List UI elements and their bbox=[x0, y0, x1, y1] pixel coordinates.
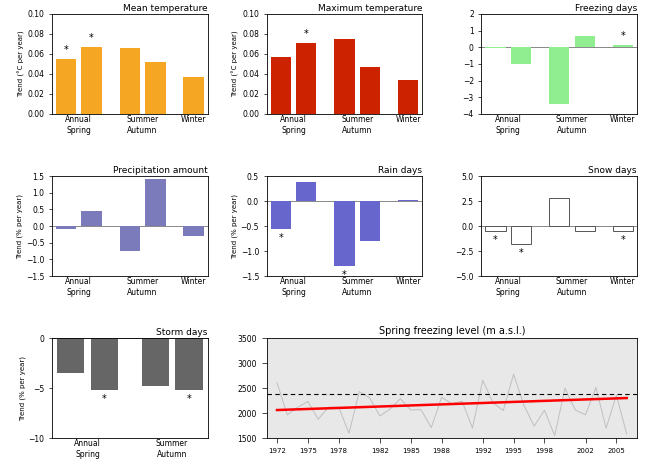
Bar bbox=[145, 179, 166, 226]
Bar bbox=[57, 338, 84, 373]
Bar bbox=[81, 47, 102, 114]
Text: *: * bbox=[342, 270, 347, 280]
Text: Precipitation amount: Precipitation amount bbox=[113, 166, 207, 175]
Bar bbox=[398, 80, 419, 114]
Text: Snow days: Snow days bbox=[588, 166, 637, 175]
Text: Rain days: Rain days bbox=[378, 166, 422, 175]
Text: *: * bbox=[493, 235, 498, 245]
Bar bbox=[270, 57, 291, 114]
Bar bbox=[56, 226, 76, 229]
Bar bbox=[120, 48, 140, 114]
Y-axis label: Trend (°C per year): Trend (°C per year) bbox=[232, 31, 239, 97]
Bar bbox=[334, 201, 355, 266]
Bar bbox=[398, 200, 419, 201]
Text: *: * bbox=[89, 33, 94, 43]
Y-axis label: Trend (% per year): Trend (% per year) bbox=[19, 356, 25, 420]
Text: Mean temperature: Mean temperature bbox=[123, 4, 207, 13]
Bar bbox=[91, 338, 118, 390]
Bar bbox=[511, 226, 531, 244]
Bar bbox=[549, 198, 569, 226]
Bar bbox=[183, 226, 203, 236]
Bar bbox=[549, 48, 569, 104]
Text: *: * bbox=[102, 394, 107, 404]
Bar bbox=[511, 48, 531, 64]
Text: Storm days: Storm days bbox=[156, 328, 207, 337]
Bar bbox=[142, 338, 169, 386]
Bar bbox=[296, 43, 317, 114]
Bar bbox=[575, 226, 595, 231]
Bar bbox=[183, 77, 203, 114]
Text: Freezing days: Freezing days bbox=[575, 4, 637, 13]
Text: *: * bbox=[621, 235, 625, 245]
Text: *: * bbox=[621, 31, 625, 41]
Text: *: * bbox=[64, 45, 68, 55]
Bar bbox=[360, 67, 380, 114]
Bar bbox=[613, 226, 633, 231]
Title: Spring freezing level (m a.s.l.): Spring freezing level (m a.s.l.) bbox=[378, 326, 525, 336]
Bar bbox=[613, 45, 633, 48]
Bar bbox=[575, 36, 595, 48]
Bar bbox=[360, 201, 380, 241]
Text: *: * bbox=[278, 233, 283, 242]
Text: Maximum temperature: Maximum temperature bbox=[318, 4, 422, 13]
Text: *: * bbox=[519, 248, 523, 258]
Text: *: * bbox=[304, 29, 309, 39]
Bar bbox=[296, 182, 317, 201]
Bar bbox=[334, 39, 355, 114]
Text: *: * bbox=[187, 394, 191, 404]
Bar bbox=[56, 59, 76, 114]
Y-axis label: Trend (% per year): Trend (% per year) bbox=[17, 193, 23, 259]
Bar bbox=[81, 211, 102, 226]
Bar bbox=[270, 201, 291, 228]
Bar bbox=[176, 338, 203, 390]
Bar bbox=[145, 62, 166, 114]
Bar bbox=[486, 226, 506, 231]
Bar bbox=[120, 226, 140, 251]
Y-axis label: Trend (% per year): Trend (% per year) bbox=[231, 193, 238, 259]
Y-axis label: Trend (°C per year): Trend (°C per year) bbox=[18, 31, 25, 97]
